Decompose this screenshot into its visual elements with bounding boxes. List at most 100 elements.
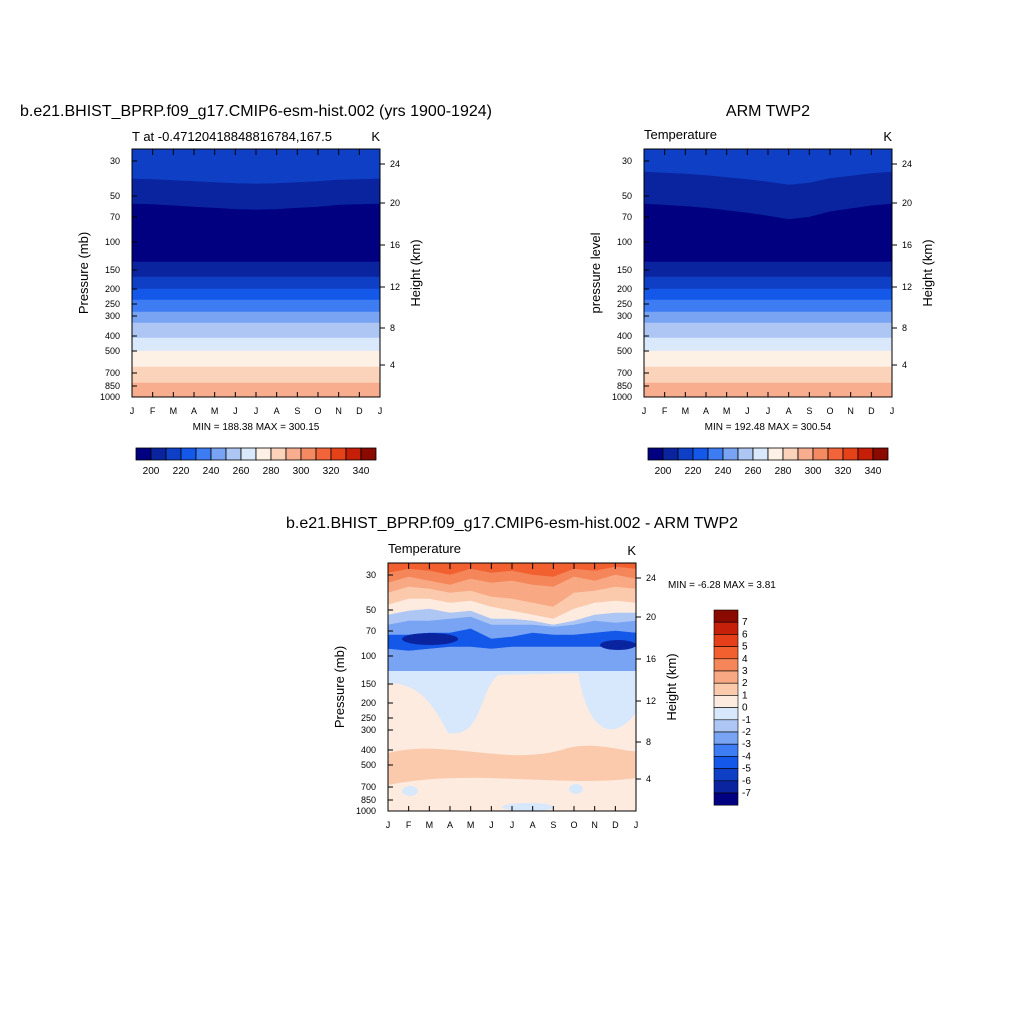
diff-xtick-label: F bbox=[406, 820, 412, 830]
model-ytick-label: 50 bbox=[110, 191, 120, 201]
obs-colorbar-swatch bbox=[842, 447, 859, 461]
model-ytick-label: 500 bbox=[105, 346, 120, 356]
model-colorbar-swatch bbox=[210, 447, 227, 461]
model-colorbar-label: 320 bbox=[323, 466, 340, 477]
obs-band-10 bbox=[643, 350, 893, 368]
obs-xtick-label: J bbox=[745, 406, 750, 416]
diff-colorbar-label: -7 bbox=[742, 788, 751, 799]
diff-colorbar-swatch bbox=[713, 719, 739, 733]
obs-colorbar-swatch bbox=[812, 447, 829, 461]
panel-model-minmax: MIN = 188.38 MAX = 300.15 bbox=[193, 422, 320, 433]
obs-band-5 bbox=[643, 288, 893, 301]
model-band-9 bbox=[131, 337, 381, 352]
obs-rtick-label: 20 bbox=[902, 198, 912, 208]
panel-diff-title: b.e21.BHIST_BPRP.f09_g17.CMIP6-esm-hist.… bbox=[286, 515, 738, 532]
diff-ytick-label: 1000 bbox=[356, 806, 376, 816]
obs-colorbar-swatch bbox=[797, 447, 814, 461]
model-rtick-label: 24 bbox=[390, 159, 400, 169]
diff-colorbar-label: 0 bbox=[742, 703, 748, 714]
diff-colorbar-swatch bbox=[713, 646, 739, 660]
model-ytick-label: 150 bbox=[105, 265, 120, 275]
panel-obs-left-string: Temperature bbox=[644, 127, 717, 142]
obs-ytick-label: 300 bbox=[617, 311, 632, 321]
model-colorbar-swatch bbox=[315, 447, 332, 461]
model-xtick-label: J bbox=[130, 406, 135, 416]
model-colorbar-label: 200 bbox=[143, 466, 160, 477]
diff-ytick-label: 30 bbox=[366, 570, 376, 580]
diff-colorbar-swatch bbox=[713, 756, 739, 769]
diff-colorbar-swatch bbox=[713, 634, 739, 647]
obs-ytick-label: 50 bbox=[622, 191, 632, 201]
model-rtick-label: 20 bbox=[390, 198, 400, 208]
obs-ytick-label: 850 bbox=[617, 381, 632, 391]
obs-band-9 bbox=[643, 337, 893, 352]
obs-ytick-label: 400 bbox=[617, 331, 632, 341]
model-xtick-label: J bbox=[254, 406, 259, 416]
model-xtick-label: J bbox=[378, 406, 383, 416]
diff-rtick-label: 8 bbox=[646, 737, 651, 747]
obs-rtick-label: 16 bbox=[902, 240, 912, 250]
diff-ytick-label: 500 bbox=[361, 760, 376, 770]
model-colorbar-swatch bbox=[195, 447, 212, 461]
model-colorbar-swatch bbox=[135, 447, 152, 461]
model-colorbar-swatch bbox=[285, 447, 302, 461]
obs-ytick-label: 700 bbox=[617, 368, 632, 378]
diff-cold-core bbox=[402, 633, 458, 645]
model-ytick-label: 1000 bbox=[100, 392, 120, 402]
model-colorbar-swatch bbox=[180, 447, 197, 461]
panel-diff-minmax: MIN = -6.28 MAX = 3.81 bbox=[668, 580, 776, 591]
model-band-3 bbox=[131, 261, 381, 278]
diff-xtick-label: M bbox=[426, 820, 434, 830]
panel-model-left-string: T at -0.47120418848816784,167.5 bbox=[132, 129, 332, 144]
colorbar-obs: 200 220 240 260 280 300 320 340 bbox=[647, 447, 889, 477]
obs-xtick-label: F bbox=[662, 406, 668, 416]
model-ytick-label: 70 bbox=[110, 212, 120, 222]
obs-colorbar-swatch bbox=[707, 447, 724, 461]
model-ytick-label: 850 bbox=[105, 381, 120, 391]
obs-colorbar-swatch bbox=[872, 447, 889, 461]
obs-rtick-label: 8 bbox=[902, 323, 907, 333]
diff-ytick-label: 70 bbox=[366, 626, 376, 636]
plot-area-diff: J F M A M J J A S O N D J 30 50 70 100 150 200 250 300 400 500… bbox=[356, 562, 656, 830]
model-band-10 bbox=[131, 350, 381, 368]
diff-colorbar-label: 3 bbox=[742, 666, 748, 677]
diff-ytick-label: 250 bbox=[361, 713, 376, 723]
obs-rtick-label: 12 bbox=[902, 282, 912, 292]
panel-obs-title: ARM TWP2 bbox=[726, 103, 810, 120]
diff-colorbar-label: 1 bbox=[742, 690, 748, 701]
obs-colorbar-swatch bbox=[782, 447, 799, 461]
diff-ytick-label: 400 bbox=[361, 745, 376, 755]
obs-xtick-label: A bbox=[786, 406, 792, 416]
model-xtick-label: J bbox=[233, 406, 238, 416]
diff-xtick-label: A bbox=[530, 820, 536, 830]
obs-rtick-label: 24 bbox=[902, 159, 912, 169]
obs-ytick-label: 100 bbox=[617, 237, 632, 247]
obs-colorbar-label: 300 bbox=[805, 466, 822, 477]
diff-colorbar-label: -5 bbox=[742, 764, 751, 775]
diff-colorbar-label: -3 bbox=[742, 739, 751, 750]
panel-diff-ylabel: Pressure (mb) bbox=[332, 646, 347, 728]
obs-xtick-label: J bbox=[890, 406, 895, 416]
panel-diff: b.e21.BHIST_BPRP.f09_g17.CMIP6-esm-hist.… bbox=[286, 515, 776, 830]
obs-colorbar-swatch bbox=[677, 447, 694, 461]
diff-colorbar-swatch bbox=[713, 743, 739, 757]
diff-rtick-label: 16 bbox=[646, 654, 656, 664]
diff-colorbar-swatch bbox=[713, 792, 739, 806]
obs-colorbar-swatch bbox=[647, 447, 664, 461]
model-xtick-label: N bbox=[335, 406, 342, 416]
panel-obs-ylabel-right: Height (km) bbox=[920, 239, 935, 306]
diff-ytick-label: 50 bbox=[366, 605, 376, 615]
diff-ytick-label: 100 bbox=[361, 651, 376, 661]
model-band-4 bbox=[131, 276, 381, 290]
colorbar-model: 200 220 240 260 280 300 320 340 bbox=[135, 447, 377, 477]
obs-ytick-label: 250 bbox=[617, 299, 632, 309]
obs-ytick-label: 70 bbox=[622, 212, 632, 222]
diff-xtick-label: O bbox=[570, 820, 577, 830]
diff-rtick-label: 24 bbox=[646, 573, 656, 583]
model-colorbar-label: 240 bbox=[203, 466, 220, 477]
model-band-8 bbox=[131, 322, 381, 339]
obs-rtick-label: 4 bbox=[902, 360, 907, 370]
obs-colorbar-label: 320 bbox=[835, 466, 852, 477]
model-colorbar-swatch bbox=[300, 447, 317, 461]
panel-obs-minmax: MIN = 192.48 MAX = 300.54 bbox=[705, 422, 832, 433]
